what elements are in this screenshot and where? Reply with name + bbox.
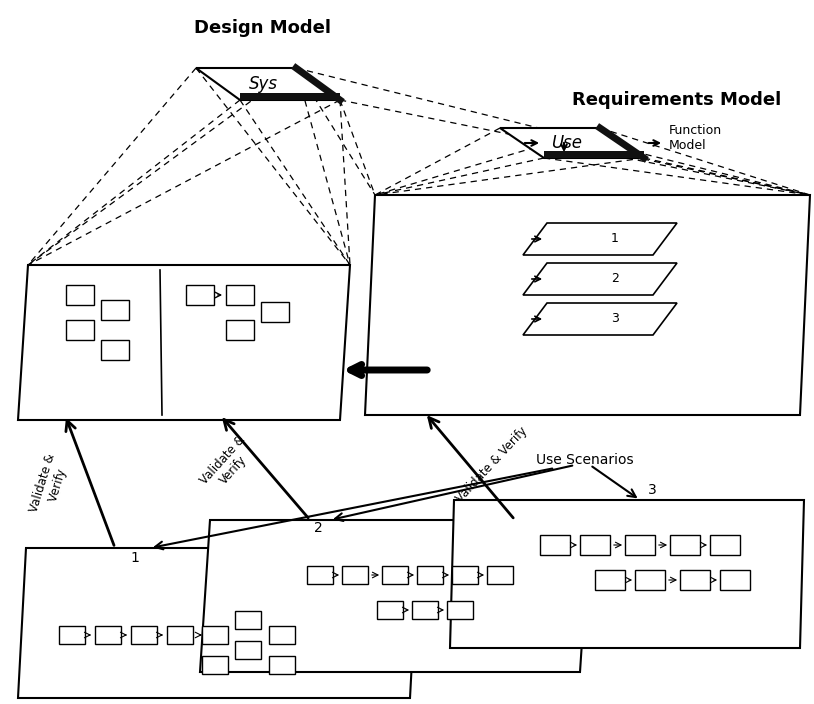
Polygon shape	[447, 601, 473, 619]
Polygon shape	[595, 570, 625, 590]
Polygon shape	[680, 570, 710, 590]
Polygon shape	[487, 566, 513, 584]
Text: 3: 3	[648, 483, 656, 497]
Polygon shape	[720, 570, 750, 590]
Polygon shape	[342, 566, 368, 584]
Polygon shape	[377, 601, 403, 619]
Polygon shape	[131, 626, 157, 644]
Polygon shape	[66, 320, 94, 340]
Text: 1: 1	[130, 551, 139, 565]
Polygon shape	[523, 223, 677, 255]
Polygon shape	[235, 641, 261, 659]
Polygon shape	[625, 535, 655, 555]
Polygon shape	[261, 302, 289, 322]
Text: Validate &
 Verify: Validate & Verify	[28, 452, 72, 518]
Polygon shape	[670, 535, 700, 555]
Text: Validate & Verify: Validate & Verify	[453, 425, 530, 505]
Polygon shape	[450, 500, 804, 648]
Polygon shape	[186, 285, 214, 305]
Polygon shape	[307, 566, 333, 584]
Polygon shape	[202, 626, 228, 644]
Polygon shape	[412, 601, 438, 619]
Text: Sys: Sys	[248, 75, 278, 93]
Text: Use: Use	[552, 134, 583, 152]
Text: 3: 3	[611, 313, 619, 325]
Polygon shape	[269, 626, 295, 644]
Text: Design Model: Design Model	[195, 19, 331, 37]
Polygon shape	[417, 566, 443, 584]
Text: Validate &
Verify: Validate & Verify	[197, 433, 259, 497]
Polygon shape	[544, 151, 644, 158]
Polygon shape	[540, 535, 570, 555]
Polygon shape	[523, 263, 677, 295]
Polygon shape	[101, 340, 129, 360]
Polygon shape	[523, 303, 677, 335]
Polygon shape	[710, 535, 740, 555]
Polygon shape	[500, 128, 644, 158]
Polygon shape	[66, 285, 94, 305]
Polygon shape	[235, 611, 261, 629]
Polygon shape	[580, 535, 610, 555]
Polygon shape	[226, 285, 254, 305]
Text: 2: 2	[313, 521, 322, 535]
Polygon shape	[18, 265, 350, 420]
Polygon shape	[196, 68, 340, 100]
Text: Use Scenarios: Use Scenarios	[536, 453, 634, 467]
Polygon shape	[202, 656, 228, 674]
Text: 1: 1	[611, 232, 619, 246]
Text: Requirements Model: Requirements Model	[572, 91, 781, 109]
Polygon shape	[95, 626, 121, 644]
Polygon shape	[365, 195, 810, 415]
Polygon shape	[382, 566, 408, 584]
Polygon shape	[59, 626, 85, 644]
Polygon shape	[200, 520, 590, 672]
Polygon shape	[18, 548, 418, 698]
Polygon shape	[635, 570, 665, 590]
Text: 2: 2	[611, 272, 619, 286]
Polygon shape	[101, 300, 129, 320]
Polygon shape	[240, 93, 340, 100]
Polygon shape	[269, 656, 295, 674]
Polygon shape	[226, 320, 254, 340]
Polygon shape	[167, 626, 193, 644]
Text: Function
Model: Function Model	[669, 124, 722, 152]
Polygon shape	[452, 566, 478, 584]
